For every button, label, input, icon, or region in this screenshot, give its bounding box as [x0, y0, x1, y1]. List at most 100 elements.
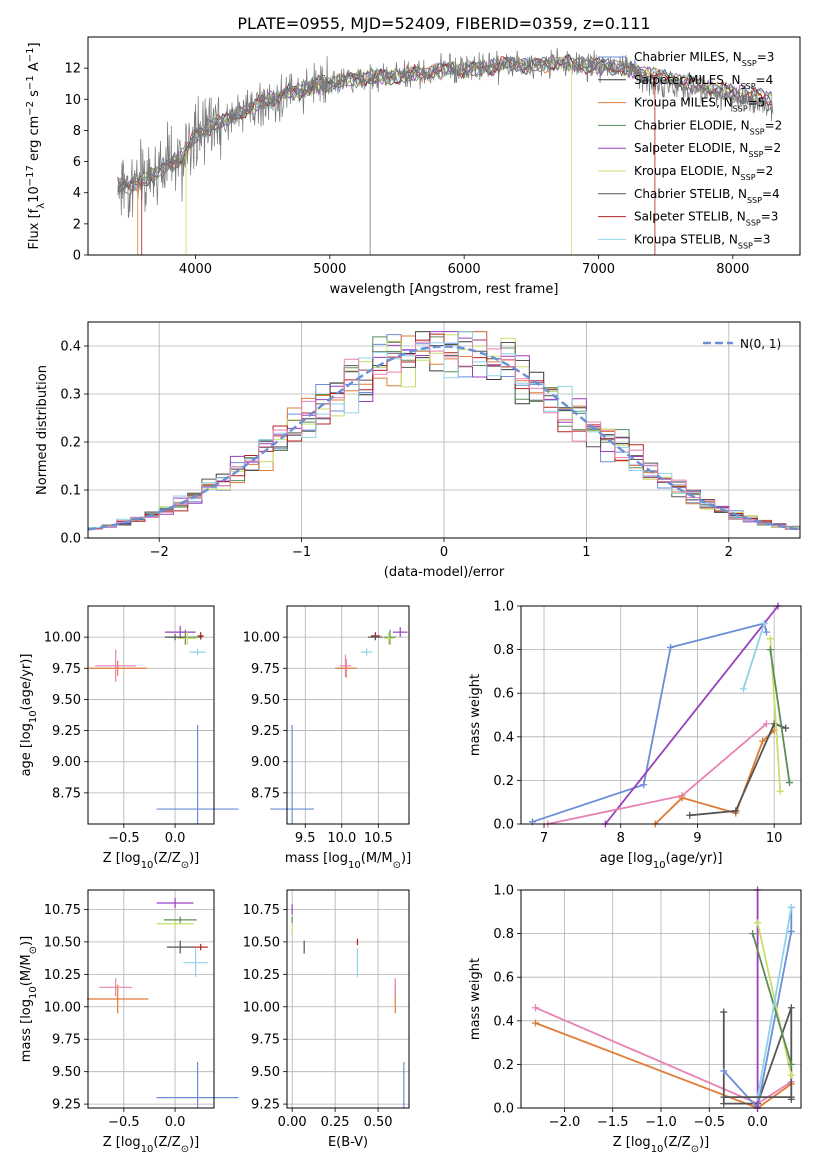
- weight-marker: [787, 1004, 795, 1012]
- mass_vs_EBV-axes: 0.00 0.25 0.50 9.25 9.50 9.75 10.00 10.25 10.50 1…: [243, 890, 409, 1130]
- age_vs_mass-axes: 9.5 10.0 10.5 8.75 9.00 9.25 9.50 9.75 10.00: [243, 606, 409, 846]
- weight-marker: [640, 781, 648, 789]
- mass_vs_Z-axes: −0.5 0.0 9.25 9.50 9.75 10.00 10.25 10.50 10.75: [44, 890, 239, 1130]
- weight-marker: [785, 779, 793, 787]
- weight-marker: [762, 720, 770, 728]
- weight-marker: [720, 1008, 728, 1016]
- spectrum-ylabel: Flux [fλ10−17 erg cm−2 s−1 A−1]: [25, 42, 47, 249]
- y-tick-label: 9.75: [52, 1033, 81, 1048]
- weight-marker: [787, 1093, 795, 1101]
- weight-marker: [732, 807, 740, 815]
- weight-line-3: [654, 729, 775, 825]
- weight-marker: [766, 646, 774, 654]
- y-tick-label: 0.3: [60, 388, 81, 403]
- age_vs_mass-frame: [286, 605, 410, 825]
- residuals-ylabel: Normed distribution: [35, 365, 50, 495]
- weight-marker: [720, 1093, 728, 1101]
- x-tick-label: 2: [725, 545, 733, 560]
- weight-line-4: [689, 722, 787, 817]
- weight_vs_age-xlabel: age [log10(age/yr)]: [600, 851, 723, 871]
- x-tick-label: 8000: [716, 262, 749, 277]
- mass_vs_EBV-xlabel: E(B-V): [328, 1135, 368, 1150]
- weight-line-1: [604, 605, 779, 825]
- x-tick-label: 0.0: [165, 831, 186, 846]
- x-tick-label: 4000: [179, 262, 212, 277]
- weight-marker: [787, 1060, 795, 1068]
- y-tick-label: 10.25: [243, 968, 280, 983]
- y-tick-label: 10.50: [243, 935, 280, 950]
- legend-entry: Kroupa STELIB, NSSP=3: [634, 232, 771, 250]
- residual-histogram-8: [88, 331, 800, 529]
- y-tick-label: 10.75: [243, 903, 280, 918]
- y-tick-label: 2: [73, 217, 81, 232]
- figure-title: PLATE=0955, MJD=52409, FIBERID=0359, z=0…: [237, 14, 650, 33]
- y-tick-label: 0.6: [493, 687, 514, 702]
- mass_vs_Z-ylabel: mass [log10(M/M⊙)]: [19, 936, 39, 1062]
- x-tick-label: 10.0: [327, 831, 356, 846]
- y-tick-label: 9.50: [52, 1065, 81, 1080]
- weight-marker: [667, 643, 675, 651]
- weight-marker: [787, 927, 795, 935]
- y-tick-label: 0.4: [493, 730, 514, 745]
- mass_vs_EBV-frame: [286, 889, 410, 1109]
- y-tick-label: 9.50: [251, 1065, 280, 1080]
- y-tick-label: 0.2: [60, 436, 81, 451]
- y-tick-label: 10.75: [44, 903, 81, 918]
- weight_vs_Z-xlabel: Z [log10(Z/Z⊙)]: [613, 1135, 709, 1155]
- mass_vs_Z-frame: [87, 889, 215, 1109]
- legend-entry: Salpeter STELIB, NSSP=3: [634, 210, 778, 228]
- y-tick-label: 9.00: [251, 755, 280, 770]
- x-tick-label: 0.0: [747, 1115, 768, 1130]
- y-tick-label: 9.50: [52, 693, 81, 708]
- y-tick-label: 0: [73, 249, 81, 264]
- x-tick-label: 0.25: [321, 1115, 350, 1130]
- mass_vs_Z-xlabel: Z [log10(Z/Z⊙)]: [103, 1135, 199, 1155]
- x-tick-label: −0.5: [108, 831, 140, 846]
- age_vs_Z-xlabel: Z [log10(Z/Z⊙)]: [103, 851, 199, 871]
- y-tick-label: 9.25: [52, 1098, 81, 1113]
- weight_vs_age-frame: [520, 605, 802, 825]
- x-tick-label: 10: [766, 831, 783, 846]
- x-tick-label: 0.50: [364, 1115, 393, 1130]
- weight-marker: [531, 1019, 539, 1027]
- residuals-axes: −2 −1 0 1 2 0.0 0.1 0.2 0.3 0.4: [60, 322, 801, 560]
- age_vs_Z-frame: [87, 605, 215, 825]
- weight-marker: [678, 794, 686, 802]
- age_vs_Z-ylabel: age [log10(age/yr)]: [19, 654, 39, 777]
- legend-entry: Chabrier ELODIE, NSSP=2: [634, 118, 782, 136]
- y-tick-label: 10.25: [44, 968, 81, 983]
- weight-line-0: [532, 622, 768, 823]
- y-tick-label: 0.0: [493, 818, 514, 833]
- residuals-legend: N(0, 1): [703, 337, 781, 351]
- y-tick-label: 1.0: [493, 884, 514, 899]
- y-tick-label: 0.4: [60, 340, 81, 355]
- legend-entry: Chabrier MILES, NSSP=3: [634, 50, 774, 68]
- spectrum-xlabel: wavelength [Angstrom, rest frame]: [330, 282, 559, 297]
- weight-line-7: [756, 907, 793, 1098]
- y-tick-label: 1.0: [493, 600, 514, 615]
- weight_vs_Z-axes: −2.0 −1.5 −1.0 −0.5 0.0 0.0 0.2 0.4 0.6 0.8 1.0: [493, 884, 801, 1130]
- weight-marker: [720, 1067, 728, 1075]
- y-tick-label: 9.75: [52, 662, 81, 677]
- y-tick-label: 10.00: [44, 631, 81, 646]
- x-tick-label: 5000: [313, 262, 346, 277]
- spectrum-model-line: [117, 53, 773, 193]
- spectrum-data-line: [117, 47, 774, 219]
- y-tick-label: 10.00: [243, 631, 280, 646]
- y-tick-label: 10.00: [44, 1000, 81, 1015]
- y-tick-label: 0.2: [493, 1058, 514, 1073]
- y-tick-label: 10.00: [243, 1000, 280, 1015]
- weight_vs_Z-frame: [520, 889, 802, 1109]
- y-tick-label: 4: [73, 186, 81, 201]
- weight-marker: [776, 787, 784, 795]
- x-tick-label: 8: [617, 831, 625, 846]
- weight_vs_age-ylabel: mass weight: [468, 674, 483, 756]
- weight-marker: [782, 724, 790, 732]
- weight-marker: [739, 685, 747, 693]
- y-tick-label: 9.25: [251, 1098, 280, 1113]
- weight-line-7: [742, 623, 766, 690]
- y-tick-label: 0.6: [493, 971, 514, 986]
- weight-line-6: [769, 649, 791, 783]
- y-tick-label: 6: [73, 155, 81, 170]
